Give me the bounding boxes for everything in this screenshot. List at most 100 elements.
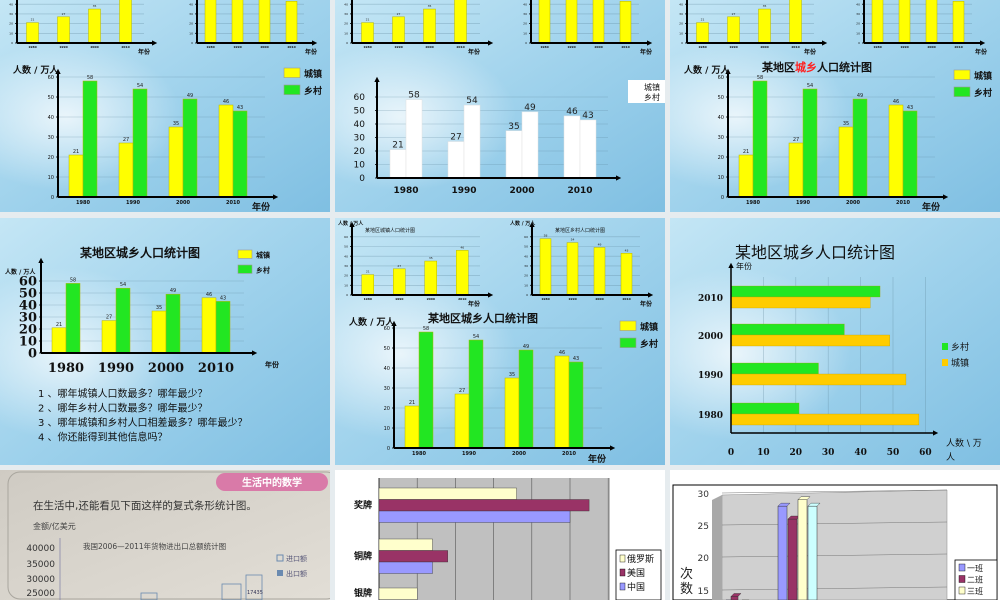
y-tick-label: 40 xyxy=(354,120,366,130)
y-tick-label: 40 xyxy=(384,366,390,372)
x-axis-label: 年份 xyxy=(640,300,653,308)
y-tick-label: 10 xyxy=(523,31,527,35)
y-tick-label: 40 xyxy=(344,2,348,6)
slide-5[interactable]: 0102030405060211980271990352000462010年份人… xyxy=(335,218,665,465)
axis-arrow-icon xyxy=(38,257,44,263)
x-tick-label: 2010 xyxy=(198,361,234,376)
bar xyxy=(201,297,217,354)
y-tick-label: 10 xyxy=(354,161,366,171)
bar xyxy=(579,119,597,179)
data-label: 43 xyxy=(573,356,579,362)
data-label: 27 xyxy=(732,12,736,16)
x-tick-label: 1990 xyxy=(395,297,403,301)
data-label: 21 xyxy=(701,18,705,22)
x-tick-label: 1980 xyxy=(746,200,760,206)
axis-arrow-icon xyxy=(152,40,158,46)
bar xyxy=(65,283,81,354)
bar xyxy=(418,331,434,449)
data-label: 21 xyxy=(392,141,403,151)
data-label: 58 xyxy=(408,91,420,101)
y-axis-label: 年份 xyxy=(736,261,752,271)
x-axis-label: 人 xyxy=(946,452,955,463)
y-axis-label: 人数 / 万人 xyxy=(337,220,364,227)
bar xyxy=(378,587,418,600)
chart-title: 某地区城镇人口统计图 xyxy=(365,227,415,234)
y-tick-label: 20 xyxy=(9,22,13,26)
x-tick-label: 2010 xyxy=(458,297,466,301)
data-label: 35 xyxy=(429,256,433,260)
bar xyxy=(361,274,374,296)
slide-3[interactable]: 0102030402119802719903520004620100102030… xyxy=(670,0,1000,213)
bar xyxy=(454,393,470,449)
x-tick-label: 50 xyxy=(887,448,900,458)
legend-label: 乡村 xyxy=(256,266,270,275)
bar-top xyxy=(807,502,821,507)
x-tick-label: 1990 xyxy=(900,45,908,49)
y-tick-label: 40 xyxy=(9,2,13,6)
x-tick-label: 2000 xyxy=(425,45,433,49)
slide-2[interactable]: 0102030402119802719903520004620100102030… xyxy=(335,0,665,212)
x-tick-label: 1990 xyxy=(126,200,140,206)
y-tick-label: 0 xyxy=(346,41,348,45)
bar xyxy=(902,110,918,198)
bar xyxy=(118,142,134,198)
y-tick-label: 60 xyxy=(344,235,348,239)
slide-1[interactable]: 0102030402119802719903520004620100102030… xyxy=(0,0,330,213)
legend-label: 二班 xyxy=(967,575,983,585)
y-tick-label: 50 xyxy=(344,245,348,249)
slide-7-textbook-photo[interactable]: 生活中的数学在生活中,还能看见下面这样的复式条形统计图。金额/亿美元我国2006… xyxy=(0,470,361,600)
y-tick-label: 25000 xyxy=(26,589,55,599)
y-tick-label: 30 xyxy=(524,264,528,268)
bar xyxy=(215,301,231,354)
back-wall xyxy=(721,489,948,600)
legend-swatch xyxy=(237,264,253,274)
y-tick-label: 10 xyxy=(718,175,724,181)
data-label: 27 xyxy=(397,12,401,16)
x-tick-label: 2010 xyxy=(121,45,129,49)
bar xyxy=(258,0,271,44)
axis-arrow-icon xyxy=(980,40,986,46)
axis-arrow-icon xyxy=(647,40,653,46)
legend-swatch xyxy=(953,86,971,97)
axis-arrow-icon xyxy=(488,292,494,298)
axis-arrow-icon xyxy=(529,221,535,227)
y-axis-label: 次数 xyxy=(680,566,693,597)
data-label: 43 xyxy=(220,295,226,301)
y-tick-label: 20 xyxy=(679,22,683,26)
data-label: 27 xyxy=(123,137,129,143)
bar xyxy=(565,0,578,44)
slide-6[interactable]: 0 10 20 30 40 50 60 2010 2000 1990 1980 某地区城乡人口统计图年… xyxy=(670,218,1000,465)
bar xyxy=(521,111,539,179)
x-tick-label: 2000 xyxy=(512,451,526,457)
x-tick-label: 1990 xyxy=(98,361,134,376)
legend-label: 乡村 xyxy=(640,338,658,350)
legend-label: 中国 xyxy=(627,581,645,593)
y-tick-label: 10 xyxy=(344,31,348,35)
x-tick-label: 1980 xyxy=(28,45,36,49)
title-part: 人口统计图 xyxy=(817,60,872,74)
bar xyxy=(807,505,818,600)
y-tick-label: 20 xyxy=(698,554,710,564)
bar xyxy=(404,405,420,449)
x-tick-label: 2010 xyxy=(896,200,910,206)
y-tick-label: 银牌 xyxy=(354,587,372,599)
bar xyxy=(168,126,184,198)
y-tick-label: 2010 xyxy=(698,294,723,304)
y-axis-label: 人数 / 万人 xyxy=(5,268,36,276)
x-tick-label: 2000 xyxy=(760,45,768,49)
data-label: 21 xyxy=(31,18,35,22)
y-tick-label: 0 xyxy=(525,41,527,45)
y-tick-label: 20 xyxy=(344,274,348,278)
legend-label: 乡村 xyxy=(304,85,322,97)
y-tick-label: 0 xyxy=(526,293,528,297)
bar xyxy=(393,268,406,296)
chart-title: 某地区城乡人口统计图 xyxy=(735,243,895,262)
y-tick-label: 30 xyxy=(48,135,54,141)
axis-arrow-icon xyxy=(933,430,939,436)
data-label: 54 xyxy=(466,96,478,106)
data-label: 27 xyxy=(793,137,799,143)
data-label: 58 xyxy=(757,75,763,81)
